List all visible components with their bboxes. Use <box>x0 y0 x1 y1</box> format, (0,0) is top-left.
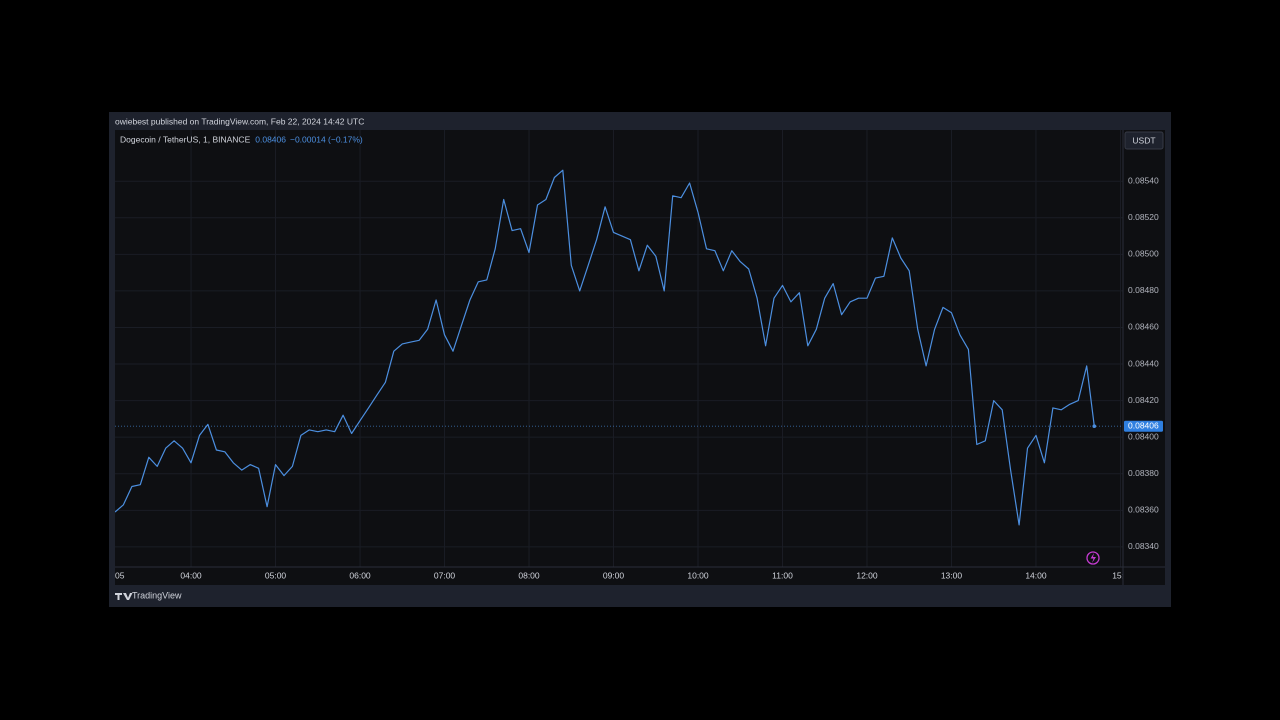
x-tick-label: 15:0 <box>1112 570 1129 580</box>
chart-area <box>115 130 1165 585</box>
y-tick-label: 0.08420 <box>1128 395 1159 405</box>
x-tick-label: 14:00 <box>1025 570 1047 580</box>
y-tick-label: 0.08520 <box>1128 212 1159 222</box>
x-tick-label: 07:00 <box>434 570 456 580</box>
legend-change: −0.00014 (−0.17%) <box>290 134 363 144</box>
x-tick-label: 08:00 <box>518 570 540 580</box>
x-tick-label: 05 <box>115 570 125 580</box>
y-tick-label: 0.08440 <box>1128 358 1159 368</box>
y-tick-label: 0.08540 <box>1128 175 1159 185</box>
last-price-tag <box>1124 420 1163 432</box>
currency-label: USDT <box>1132 135 1155 145</box>
price-axis: 0.08340 0.08360 0.08380 0.08400 0.08420 0.084… <box>1124 175 1163 551</box>
y-tick-label: 0.08340 <box>1128 541 1159 551</box>
x-tick-label: 12:00 <box>856 570 878 580</box>
y-tick-label: 0.08400 <box>1128 431 1159 441</box>
x-tick-label: 11:00 <box>772 570 793 580</box>
publisher-header: owiebest published on TradingView.com, F… <box>115 116 364 126</box>
y-tick-label: 0.08460 <box>1128 322 1159 332</box>
alert-icon[interactable] <box>1086 551 1100 565</box>
x-tick-label: 04:00 <box>180 570 202 580</box>
y-tick-label: 0.08500 <box>1128 249 1159 259</box>
y-tick-label: 0.08360 <box>1128 505 1159 515</box>
legend-price: 0.08406 <box>255 134 286 144</box>
y-tick-label: 0.08480 <box>1128 285 1159 295</box>
tradingview-logo <box>115 593 133 600</box>
last-point <box>1092 424 1097 429</box>
legend-title: Dogecoin / TetherUS, 1, BINANCE <box>120 134 251 144</box>
price-line <box>115 169 1095 526</box>
x-tick-label: 06:00 <box>349 570 371 580</box>
currency-box[interactable] <box>1124 131 1164 150</box>
plot <box>115 169 1123 526</box>
x-tick-label: 10:00 <box>687 570 709 580</box>
y-tick-label: 0.08380 <box>1128 468 1159 478</box>
x-tick-label: 13:00 <box>941 570 963 580</box>
time-axis: 05 04:00 05:00 06:00 07:00 08:00 09:00 10:00 11:… <box>115 570 1129 580</box>
footer-brand: TradingView <box>132 590 182 600</box>
alert-bolt <box>1090 553 1096 563</box>
x-tick-label: 09:00 <box>603 570 625 580</box>
last-price-tag-label: 0.08406 <box>1128 420 1159 430</box>
x-tick-label: 05:00 <box>265 570 287 580</box>
